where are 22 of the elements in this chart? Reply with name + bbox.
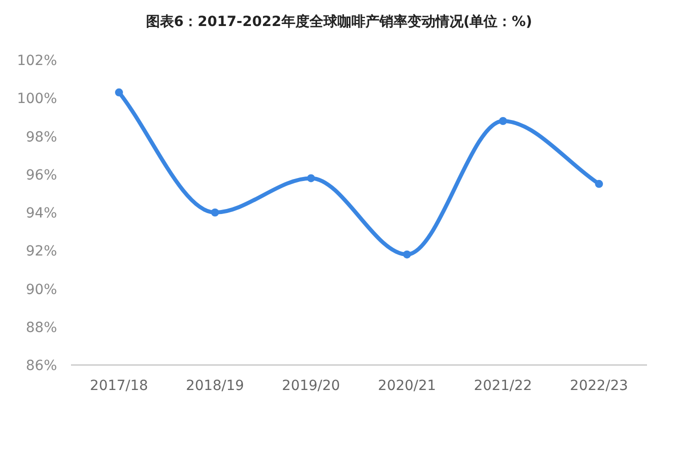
- point: [403, 250, 411, 258]
- y-tick-label: 90%: [26, 282, 57, 298]
- y-tick-label: 96%: [26, 167, 57, 184]
- y-tick-label: 86%: [26, 358, 57, 374]
- x-tick-label: 2018/19: [186, 378, 244, 394]
- point: [307, 174, 315, 182]
- x-tick-label: 2020/21: [378, 378, 436, 394]
- chart-title: 图表6：2017-2022年度全球咖啡产销率变动情况(单位：%): [146, 13, 532, 30]
- y-tick-label: 88%: [26, 320, 57, 336]
- y-tick-label: 98%: [26, 129, 57, 146]
- y-tick-label: 92%: [26, 244, 57, 260]
- point: [115, 88, 123, 96]
- point: [499, 117, 507, 125]
- point: [595, 180, 603, 188]
- y-tick-label: 94%: [26, 206, 57, 222]
- x-tick-label: 2019/20: [282, 378, 340, 394]
- x-tick-label: 2021/22: [474, 378, 532, 394]
- x-tick-label: 2017/18: [90, 378, 148, 394]
- y-tick-label: 102%: [16, 53, 57, 69]
- point: [211, 208, 219, 216]
- y-tick-label: 100%: [16, 91, 57, 108]
- x-tick-label: 2022/23: [570, 378, 628, 394]
